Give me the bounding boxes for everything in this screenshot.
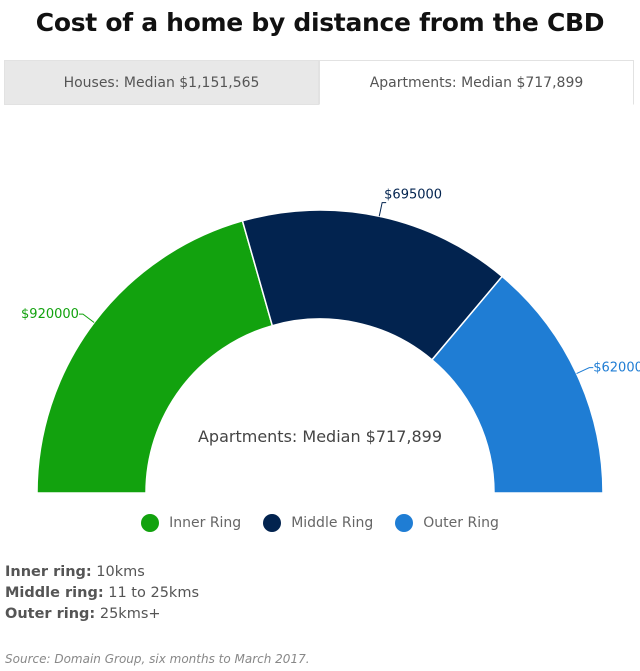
- legend-item-middle-ring[interactable]: Middle Ring: [263, 514, 373, 532]
- chart-center-label: Apartments: Median $717,899: [198, 427, 442, 446]
- tab-apartments[interactable]: Apartments: Median $717,899: [319, 60, 634, 105]
- legend-swatch: [141, 514, 160, 532]
- source-note: Source: Domain Group, six months to Marc…: [5, 652, 310, 666]
- note-inner-ring: Inner ring: 10kms: [5, 564, 145, 580]
- slice-inner-ring[interactable]: [36, 219, 274, 494]
- legend-label: Inner Ring: [169, 515, 242, 531]
- data-label-leader: [78, 313, 95, 323]
- legend-swatch: [395, 514, 414, 532]
- tab-bar: Houses: Median $1,151,565 Apartments: Me…: [4, 60, 634, 105]
- legend-item-inner-ring[interactable]: Inner Ring: [141, 514, 241, 532]
- note-middle-ring: Middle ring: 11 to 25kms: [5, 585, 200, 601]
- semicircle-donut-chart: $920000 $695000 $620000 Apartments: Median…: [21, 188, 640, 494]
- chart-data-labels: $920000 $695000 $620000: [21, 188, 640, 376]
- legend-label: Outer Ring: [423, 515, 499, 531]
- data-label-leader: [576, 367, 594, 375]
- chart-title: Cost of a home by distance from the CBD: [35, 8, 605, 37]
- slice-outer-ring[interactable]: [430, 275, 604, 494]
- data-label-leader: [378, 202, 387, 217]
- legend-swatch: [263, 514, 282, 532]
- data-label-middle-ring: $695000: [384, 188, 442, 203]
- note-outer-ring: Outer ring: 25kms+: [5, 606, 161, 622]
- data-label-outer-ring: $620000: [593, 361, 640, 376]
- data-label-inner-ring: $920000: [21, 307, 79, 322]
- chart-slices: [36, 209, 604, 494]
- legend-label: Middle Ring: [291, 515, 374, 531]
- tab-houses[interactable]: Houses: Median $1,151,565: [4, 60, 319, 105]
- chart-legend: Inner Ring Middle Ring Outer Ring: [0, 514, 640, 532]
- ring-notes: Inner ring: 10kms Middle ring: 11 to 25k…: [5, 562, 199, 625]
- legend-item-outer-ring[interactable]: Outer Ring: [395, 514, 499, 532]
